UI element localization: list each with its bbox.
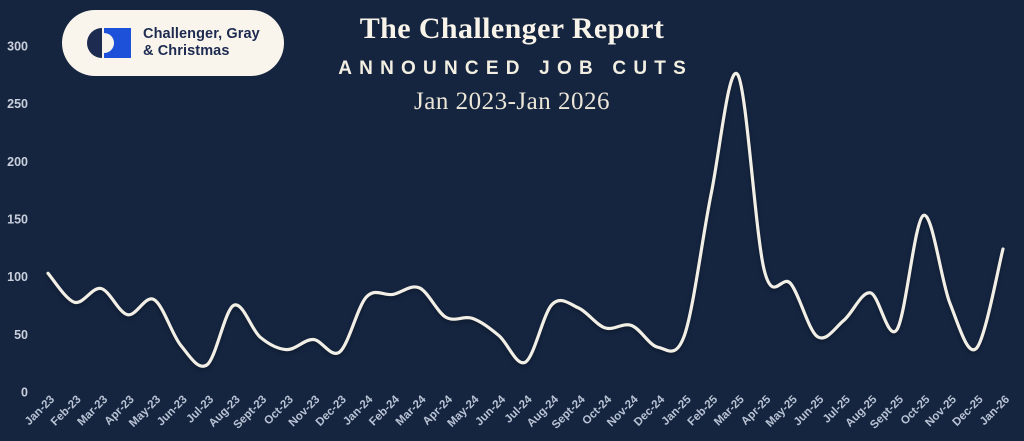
y-axis-tick-label: 300 <box>7 40 28 54</box>
brand-logo: Challenger, Gray & Christmas <box>62 10 284 76</box>
y-axis-tick-label: 0 <box>21 386 28 400</box>
brand-logo-icon <box>87 28 131 58</box>
x-axis-label: Jun-23 <box>155 394 190 429</box>
y-axis-tick-label: 250 <box>7 97 28 111</box>
brand-name-line1: Challenger, Gray <box>143 25 260 42</box>
x-axis-label: Jun-24 <box>473 393 508 428</box>
y-axis-tick-label: 150 <box>7 213 28 227</box>
series-line <box>46 71 1005 368</box>
brand-name-line2: & Christmas <box>143 43 230 59</box>
y-axis-tick-label: 200 <box>7 155 28 169</box>
brand-name: Challenger, Gray & Christmas <box>143 26 260 60</box>
y-axis-tick-label: 100 <box>7 270 28 284</box>
x-axis-label: Jan-26 <box>978 394 1012 428</box>
x-axis-label: Jun-25 <box>792 393 827 428</box>
y-axis-tick-label: 50 <box>14 328 28 342</box>
